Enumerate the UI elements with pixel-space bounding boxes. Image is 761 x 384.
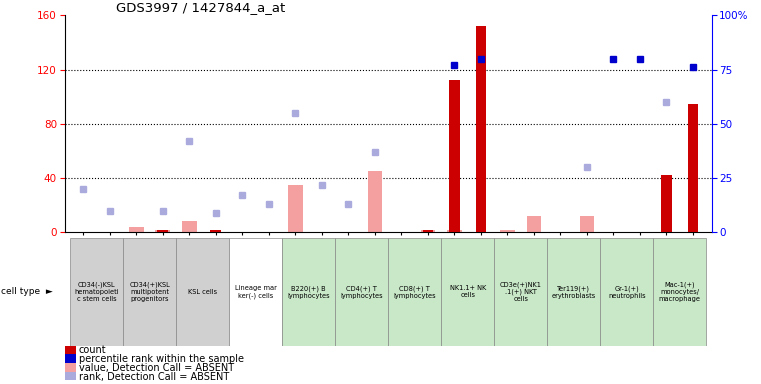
FancyBboxPatch shape bbox=[282, 238, 335, 346]
Text: CD8(+) T
lymphocytes: CD8(+) T lymphocytes bbox=[393, 285, 436, 299]
Text: CD4(+) T
lymphocytes: CD4(+) T lymphocytes bbox=[340, 285, 383, 299]
Bar bbox=[65, 344, 76, 355]
Bar bbox=[182, 222, 196, 232]
FancyBboxPatch shape bbox=[176, 238, 229, 346]
Bar bbox=[476, 26, 486, 232]
FancyBboxPatch shape bbox=[600, 238, 653, 346]
FancyBboxPatch shape bbox=[547, 238, 600, 346]
FancyBboxPatch shape bbox=[494, 238, 547, 346]
Text: B220(+) B
lymphocytes: B220(+) B lymphocytes bbox=[287, 285, 330, 299]
FancyBboxPatch shape bbox=[388, 238, 441, 346]
Text: Gr-1(+)
neutrophils: Gr-1(+) neutrophils bbox=[608, 285, 645, 299]
Bar bbox=[65, 362, 76, 373]
Text: Lineage mar
ker(-) cells: Lineage mar ker(-) cells bbox=[234, 285, 276, 299]
FancyBboxPatch shape bbox=[123, 238, 176, 346]
FancyBboxPatch shape bbox=[229, 238, 282, 346]
Bar bbox=[288, 185, 303, 232]
Bar bbox=[661, 175, 672, 232]
Bar bbox=[527, 216, 541, 232]
Bar bbox=[158, 230, 168, 232]
Text: Mac-1(+)
monocytes/
macrophage: Mac-1(+) monocytes/ macrophage bbox=[659, 281, 701, 302]
Text: cell type  ►: cell type ► bbox=[1, 287, 53, 296]
FancyBboxPatch shape bbox=[70, 238, 123, 346]
Bar bbox=[65, 372, 76, 382]
Text: CD34(-)KSL
hematopoieti
c stem cells: CD34(-)KSL hematopoieti c stem cells bbox=[74, 281, 119, 302]
Text: percentile rank within the sample: percentile rank within the sample bbox=[79, 354, 244, 364]
Text: Ter119(+)
erythroblasts: Ter119(+) erythroblasts bbox=[552, 285, 596, 299]
Bar bbox=[580, 216, 594, 232]
Text: GDS3997 / 1427844_a_at: GDS3997 / 1427844_a_at bbox=[116, 1, 285, 14]
FancyBboxPatch shape bbox=[441, 238, 494, 346]
Bar bbox=[500, 230, 514, 232]
FancyBboxPatch shape bbox=[653, 238, 706, 346]
Text: count: count bbox=[79, 345, 107, 355]
Text: CD3e(+)NK1
.1(+) NKT
cells: CD3e(+)NK1 .1(+) NKT cells bbox=[500, 281, 542, 302]
Bar bbox=[155, 230, 170, 232]
Bar bbox=[421, 230, 435, 232]
Bar bbox=[688, 104, 699, 232]
FancyBboxPatch shape bbox=[335, 238, 388, 346]
Bar bbox=[449, 81, 460, 232]
Text: CD34(+)KSL
multipotent
progenitors: CD34(+)KSL multipotent progenitors bbox=[129, 281, 170, 302]
Bar bbox=[422, 230, 433, 232]
Bar bbox=[368, 171, 382, 232]
Bar bbox=[65, 354, 76, 364]
Text: NK1.1+ NK
cells: NK1.1+ NK cells bbox=[450, 285, 486, 298]
Text: value, Detection Call = ABSENT: value, Detection Call = ABSENT bbox=[79, 363, 234, 373]
Bar bbox=[211, 230, 221, 232]
Bar bbox=[447, 230, 462, 232]
Text: KSL cells: KSL cells bbox=[188, 289, 217, 295]
Bar bbox=[129, 227, 144, 232]
Text: rank, Detection Call = ABSENT: rank, Detection Call = ABSENT bbox=[79, 372, 229, 382]
